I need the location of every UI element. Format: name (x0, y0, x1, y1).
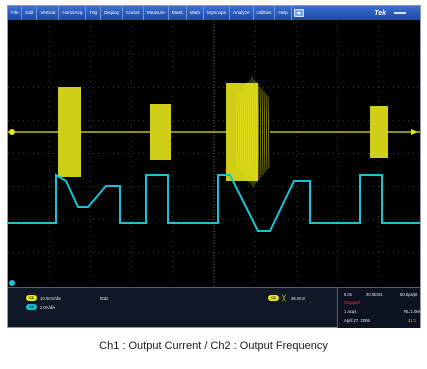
ch1-waveform (8, 76, 420, 188)
ch1-ground-marker[interactable] (9, 129, 15, 135)
menu-measure[interactable]: Measure (144, 6, 169, 20)
menu-bar: File Edit Vertical Horiz/Acq Trig Displa… (8, 6, 420, 20)
ch1-scale: 10.0mV/div (40, 296, 61, 301)
menu-cursor[interactable]: Cursor (123, 6, 144, 20)
ch1-burst (370, 106, 388, 158)
trigger-slope-icon: ╳ (282, 296, 286, 302)
ch1-burst (58, 87, 81, 177)
ch2-badge[interactable]: C2 (26, 304, 37, 310)
date-display: April 27, 2006 (344, 318, 370, 323)
menu-help[interactable]: Help (275, 6, 292, 20)
menu-vertical[interactable]: Vertical (37, 6, 60, 20)
menu-dropdown-button[interactable] (293, 9, 304, 17)
ch1-burst (150, 104, 171, 160)
menu-trig[interactable]: Trig (86, 6, 102, 20)
trigger-source-badge[interactable]: C1 (268, 295, 279, 301)
menu-horiz-acq[interactable]: Horiz/Acq (59, 6, 87, 20)
waveform-graticule (8, 21, 420, 286)
timebase-panel[interactable]: 5.0s 20.0kS/s 50.0µs/pt Stopped 1 acqs R… (337, 288, 420, 328)
menu-myscope[interactable]: MyScope (204, 6, 231, 20)
menu-math[interactable]: Math (187, 6, 205, 20)
menu-file[interactable]: File (8, 6, 23, 20)
trigger-level: 36.0mV (291, 296, 306, 301)
horizontal-scale: 5.0s (344, 292, 352, 297)
graticule-grid (8, 21, 420, 286)
ch2-ground-marker[interactable] (9, 280, 15, 286)
time-display: 21:1 (408, 318, 417, 323)
ch2-scale: 2.0A/div (40, 305, 56, 310)
sample-rate: 20.0kS/s (366, 292, 383, 297)
ch1-coupling: 50Ω (100, 296, 108, 301)
figure-caption: Ch1 : Output Current / Ch2 : Output Freq… (99, 340, 328, 352)
acquisition-state: Stopped (344, 300, 360, 305)
time-per-point: 50.0µs/pt (400, 292, 418, 297)
trigger-position-marker[interactable] (411, 129, 418, 135)
menu-utilities[interactable]: Utilities (254, 6, 276, 20)
ch2-trace-line (8, 173, 420, 232)
readout-panel: C1 10.0mV/div 50Ω C2 2.0A/div C1 ╳ 36.0m… (8, 287, 420, 328)
menu-edit[interactable]: Edit (22, 6, 38, 20)
ch2-waveform (8, 173, 420, 232)
acquisition-count: 1 acqs (344, 309, 357, 314)
menu-mask[interactable]: Mask (169, 6, 187, 20)
ch1-burst-spikes (235, 76, 270, 188)
ch1-badge[interactable]: C1 (26, 295, 37, 301)
menu-display[interactable]: Display (101, 6, 124, 20)
window-control-icon[interactable] (394, 12, 406, 14)
brand-logo: Tek (374, 9, 386, 17)
waveform-display[interactable] (8, 21, 420, 286)
record-length: RL:1.0M (404, 309, 420, 314)
oscilloscope-window: File Edit Vertical Horiz/Acq Trig Displa… (7, 5, 421, 328)
menu-analyze[interactable]: Analyze (230, 6, 254, 20)
